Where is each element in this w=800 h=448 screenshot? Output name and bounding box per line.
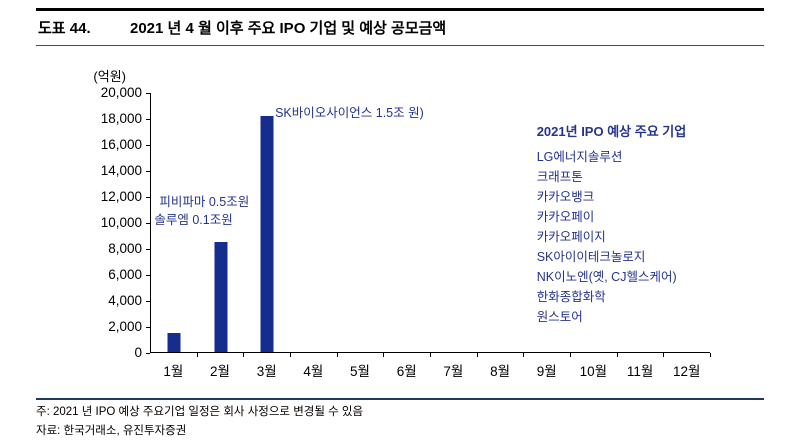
x-axis-tick-mark	[430, 353, 431, 357]
x-tick-label: 11월	[626, 364, 654, 379]
bar-1월	[167, 332, 181, 352]
x-axis: 1월 2월 3월 4월 5월 6월 7월 8월 9월 10월 11월 12월	[150, 353, 711, 380]
x-tick-label: 10월	[579, 364, 608, 379]
x-axis-tick-mark	[663, 353, 665, 357]
chart-header: 도표 44. 2021 년 4 월 이후 주요 IPO 기업 및 예상 공모금액	[36, 8, 764, 46]
x-tick-label: 3월	[256, 364, 277, 379]
bar-2월	[214, 241, 228, 352]
x-axis-tick-mark	[476, 353, 478, 357]
x-tick-label: 2월	[210, 364, 230, 379]
legend-item: 카카오뱅크	[536, 190, 595, 205]
x-tick-label: 6월	[396, 364, 417, 379]
plot-area: 피비파마 0.5조원 솔루엠 0.1조원 SK바이오사이언스 1.5조 원) 2…	[150, 93, 710, 353]
x-axis-tick-mark	[710, 353, 711, 357]
annotation-pbpharma: 피비파마 0.5조원	[159, 195, 250, 209]
y-axis: 20,000 18,000 16,000 14,000 12,000 10,000 8,00…	[100, 85, 142, 360]
x-axis-tick-mark	[243, 353, 245, 357]
x-tick-label: 9월	[536, 364, 557, 379]
x-tick-label: 1월	[163, 364, 184, 379]
footnote-note: 주: 2021 년 IPO 예상 주요기업 일정은 회사 사정으로 변경될 수 …	[36, 406, 364, 418]
legend-item: NK이노엔(옛, CJ헬스케어)	[536, 270, 677, 285]
x-tick-label: 4월	[303, 364, 324, 379]
x-tick-label: 5월	[350, 364, 370, 379]
figure-title: 2021 년 4 월 이후 주요 IPO 기업 및 예상 공모금액	[130, 20, 447, 37]
legend-item: LG에너지솔루션	[536, 150, 623, 165]
x-axis-tick-mark	[290, 353, 291, 357]
annotation-soluem: 솔루엠 0.1조원	[154, 213, 233, 228]
footer-rule	[36, 398, 764, 400]
x-axis-tick-mark	[570, 353, 571, 357]
x-tick-label: 12월	[673, 364, 701, 379]
x-axis-tick-mark	[383, 353, 385, 357]
legend-item: 한화종합화학	[536, 290, 606, 305]
footnote-source: 자료: 한국거래소, 유진투자증권	[36, 425, 187, 438]
x-axis-tick-mark	[196, 353, 198, 357]
legend-item: 카카오페이	[536, 210, 595, 225]
legend-item: SK아이이테크놀로지	[536, 250, 646, 265]
x-axis-tick-mark	[336, 353, 338, 357]
legend-item: 카카오페이지	[536, 230, 606, 245]
legend-item: 크래프톤	[536, 170, 583, 185]
bar-3월	[260, 116, 274, 352]
legend-title: 2021년 IPO 예상 주요 기업	[536, 124, 687, 140]
x-tick-label: 8월	[490, 364, 510, 379]
x-axis-tick-mark	[616, 353, 618, 357]
bar-chart: (억원) 20,000 18,000 16,000 14,000 12,000 10,00…	[36, 66, 764, 380]
figure-label: 도표 44.	[38, 20, 91, 37]
legend-item: 원스토어	[536, 310, 583, 325]
x-tick-label: 7월	[443, 364, 464, 379]
y-axis-unit-label: (억원)	[93, 69, 126, 84]
annotation-sk-bioscience: SK바이오사이언스 1.5조 원)	[275, 105, 424, 120]
x-axis-tick-mark	[523, 353, 525, 357]
plot-grid: 20,000 18,000 16,000 14,000 12,000 10,000 8,00…	[36, 85, 764, 380]
